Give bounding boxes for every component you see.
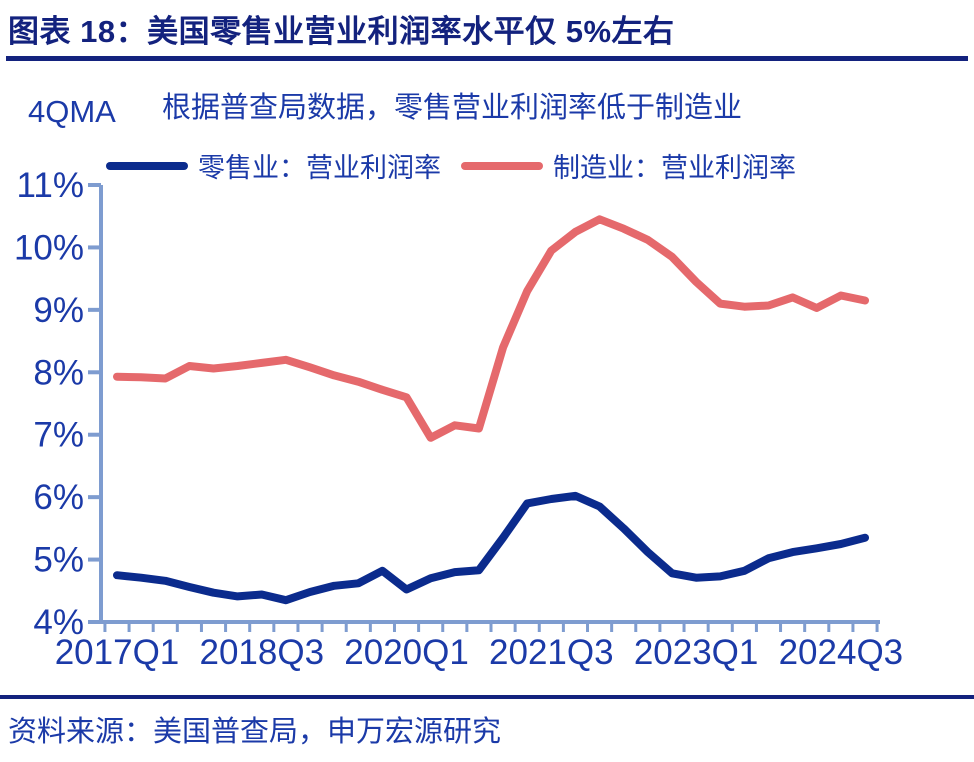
svg-text:2023Q1: 2023Q1 bbox=[634, 633, 759, 672]
svg-text:10%: 10% bbox=[14, 228, 84, 267]
svg-text:2021Q3: 2021Q3 bbox=[489, 633, 614, 672]
svg-text:2024Q3: 2024Q3 bbox=[779, 633, 904, 672]
svg-text:6%: 6% bbox=[33, 478, 84, 517]
svg-text:11%: 11% bbox=[17, 166, 84, 205]
svg-text:8%: 8% bbox=[33, 353, 84, 392]
title-divider bbox=[6, 56, 968, 61]
figure-title: 图表 18：美国零售业营业利润率水平仅 5%左右 bbox=[8, 14, 675, 49]
chart-subtitle: 根据普查局数据，零售营业利润率低于制造业 bbox=[162, 92, 743, 124]
svg-text:5%: 5% bbox=[33, 541, 84, 580]
y-axis-title: 4QMA bbox=[28, 94, 116, 129]
svg-text:2020Q1: 2020Q1 bbox=[344, 633, 469, 672]
svg-text:2018Q3: 2018Q3 bbox=[199, 633, 324, 672]
manufacturing-legend-line-icon bbox=[461, 161, 543, 170]
svg-text:9%: 9% bbox=[33, 291, 84, 330]
retail-legend-line-icon bbox=[106, 161, 188, 170]
svg-text:2017Q1: 2017Q1 bbox=[55, 633, 180, 672]
manufacturing-legend-label: 制造业：营业利润率 bbox=[553, 153, 796, 183]
chart-legend: 零售业：营业利润率 制造业：营业利润率 bbox=[106, 146, 816, 185]
profit-margin-line-chart: 4% 5% 6% 7% 8% 9% 10% 11% 2017Q1 2018Q3 2020Q1 2021… bbox=[14, 166, 904, 672]
svg-text:7%: 7% bbox=[33, 416, 84, 455]
retail-legend-label: 零售业：营业利润率 bbox=[198, 153, 441, 183]
footer-divider bbox=[0, 695, 974, 699]
source-note: 资料来源：美国普查局，申万宏源研究 bbox=[8, 716, 502, 748]
svg-text:4%: 4% bbox=[33, 603, 84, 642]
